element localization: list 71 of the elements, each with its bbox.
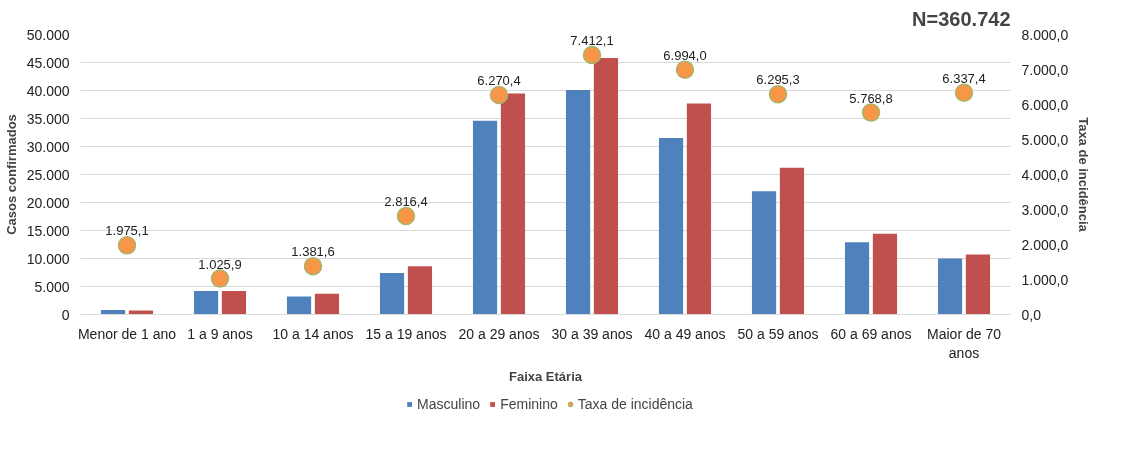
y-tick-label: 5.000 [34, 278, 70, 295]
data-label: 1.025,9 [198, 256, 242, 272]
legend-label: Taxa de incidência [577, 396, 693, 412]
y2-tick-label: 2.000,0 [1021, 236, 1069, 253]
bar [500, 93, 526, 315]
y-tick-label: 10.000 [26, 250, 70, 267]
x-tick-label: 60 a 69 anos [830, 325, 912, 342]
data-label: 2.816,4 [384, 193, 428, 209]
x-tick-label: 40 a 49 anos [644, 325, 726, 342]
bar [872, 233, 898, 315]
data-label: 5.768,8 [849, 90, 893, 106]
data-label: 1.975,1 [105, 223, 149, 239]
x-tick-label: 50 a 59 anos [737, 325, 819, 342]
y2-tick-label: 5.000,0 [1021, 131, 1069, 148]
y2-tick-label: 7.000,0 [1021, 61, 1069, 78]
x-tick-label: Maior de 70 anos [927, 325, 1002, 361]
chart-title: N=360.742 [912, 7, 1011, 30]
y2-tick-label: 1.000,0 [1021, 271, 1069, 288]
point [303, 256, 323, 276]
bar [565, 89, 591, 315]
y2-tick-label: 4.000,0 [1021, 166, 1069, 183]
point [768, 84, 788, 104]
y-tick-label: 15.000 [26, 222, 70, 239]
bar [937, 258, 963, 315]
data-label: 6.337,4 [942, 70, 986, 86]
y2-tick-label: 6.000,0 [1021, 96, 1069, 113]
bar [193, 290, 219, 315]
data-label: 6.994,0 [663, 47, 707, 63]
data-label: 6.295,3 [756, 72, 800, 88]
point [582, 45, 602, 65]
bar [407, 266, 433, 315]
bar [472, 120, 498, 315]
bar [221, 290, 247, 315]
y-tick-label: 45.000 [26, 54, 70, 71]
y-tick-label: 30.000 [26, 138, 70, 155]
y-tick-label: 50.000 [26, 26, 70, 43]
y2-tick-label: 3.000,0 [1021, 201, 1069, 218]
y-tick-label: 20.000 [26, 194, 70, 211]
legend-label: Masculino [417, 396, 481, 412]
x-tick-label: 20 a 29 anos [458, 325, 540, 342]
y-tick-label: 40.000 [26, 82, 70, 99]
bar [379, 273, 405, 315]
point [489, 85, 509, 105]
bar [686, 103, 712, 315]
bar [286, 296, 312, 315]
x-tick-label: 30 a 39 anos [551, 325, 633, 342]
x-tick-label: 15 a 19 anos [365, 325, 447, 342]
y2-axis-title: Taxa de incidência [1076, 117, 1092, 233]
bar [844, 242, 870, 315]
bar [658, 138, 684, 315]
y-tick-label: 25.000 [26, 166, 70, 183]
data-label: 1.381,6 [291, 244, 335, 260]
bar [314, 293, 340, 315]
x-tick-label: 1 a 9 anos [187, 325, 253, 342]
x-tick-label: Menor de 1 ano [77, 325, 177, 342]
point [117, 236, 137, 255]
point [396, 206, 416, 226]
y-tick-label: 0 [61, 306, 70, 323]
bar [965, 254, 991, 315]
y-axis-title: Casos confirmados [3, 114, 19, 235]
legend-label: Feminino [500, 396, 558, 412]
bar [593, 58, 619, 315]
y-tick-label: 35.000 [26, 110, 70, 127]
bar [751, 191, 777, 315]
x-tick-label: 10 a 14 anos [272, 325, 354, 342]
bar [779, 167, 805, 315]
x-axis-title: Faixa Etária [509, 368, 583, 384]
data-label: 6.270,4 [477, 73, 521, 89]
y2-tick-label: 8.000,0 [1021, 26, 1069, 43]
data-label: 7.412,1 [570, 33, 614, 49]
y2-tick-label: 0,0 [1021, 306, 1042, 323]
